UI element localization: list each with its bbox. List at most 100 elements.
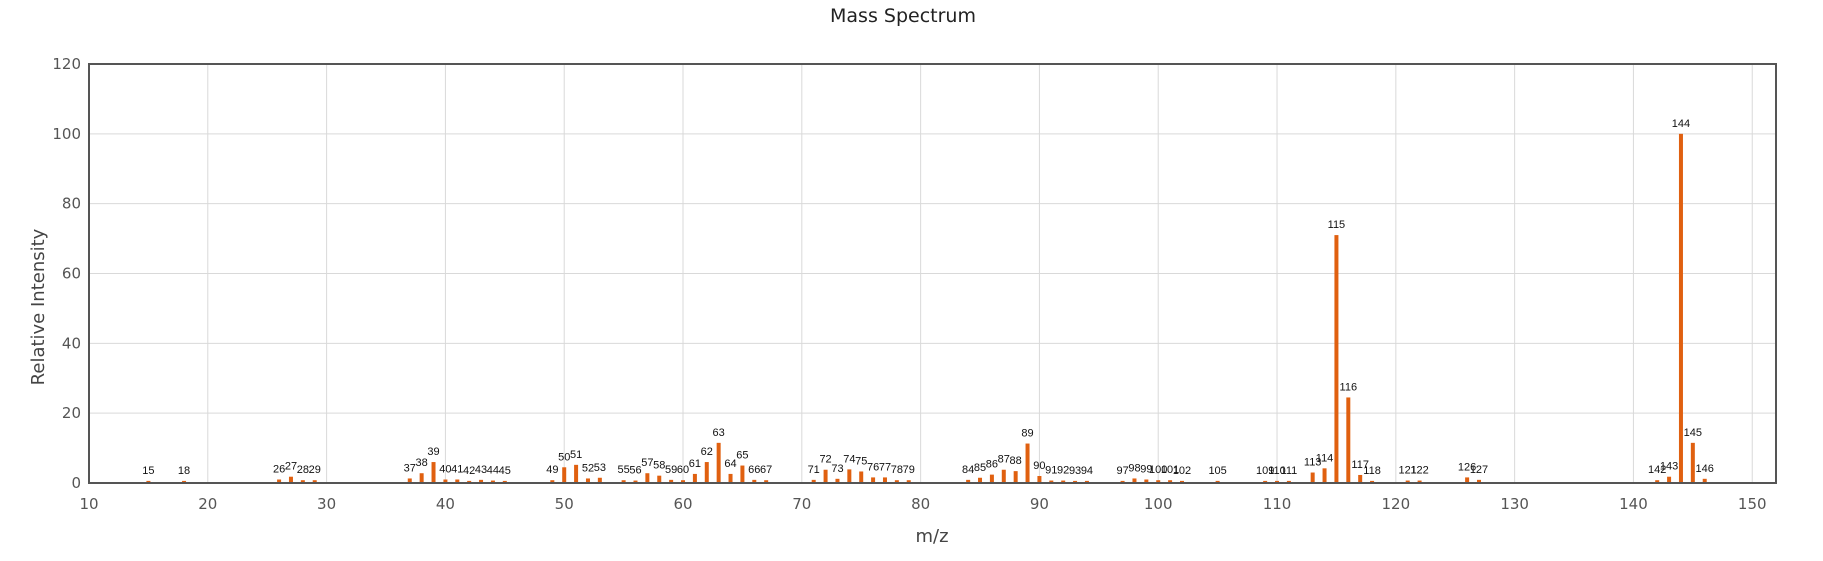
peak-label: 59: [665, 464, 677, 476]
peak-label: 100: [1149, 464, 1167, 476]
peak-label: 145: [1684, 427, 1702, 439]
peak-bar: [811, 479, 816, 483]
peak-label: 39: [427, 446, 439, 458]
peak-bar: [288, 476, 293, 483]
peak-label: 71: [808, 464, 820, 476]
peak-bar: [407, 478, 412, 483]
peak-bar: [1168, 480, 1173, 483]
peak-bar: [1678, 133, 1683, 484]
peak-label: 84: [962, 464, 974, 476]
peak-label: 49: [546, 464, 558, 476]
x-axis-label: m/z: [915, 526, 948, 547]
peak-bar: [1358, 474, 1363, 483]
x-tick-label: 110: [1263, 495, 1292, 513]
peak-bar: [467, 480, 472, 483]
peak-label: 64: [724, 458, 736, 470]
peak-bar: [455, 479, 460, 483]
peak-bar: [443, 479, 448, 483]
peak-label: 15: [142, 465, 154, 477]
peak-bar: [1334, 235, 1339, 483]
plot-frame: [88, 63, 1777, 484]
peak-bar: [1370, 480, 1375, 483]
peak-bar: [859, 471, 864, 483]
peak-label: 92: [1057, 465, 1069, 477]
peak-label: 98: [1128, 462, 1140, 474]
peak-bar: [989, 474, 994, 483]
peak-bar: [1655, 480, 1660, 483]
peak-label: 44: [487, 465, 499, 477]
peak-bar: [1084, 480, 1089, 483]
peak-label: 42: [463, 465, 475, 477]
peak-label: 91: [1045, 465, 1057, 477]
peak-label: 51: [570, 449, 582, 461]
peak-bar: [1037, 476, 1042, 483]
peak-bar: [1156, 480, 1161, 483]
peak-bar: [1405, 480, 1410, 483]
peak-label: 88: [1010, 455, 1022, 467]
peak-label: 56: [629, 465, 641, 477]
peak-label: 60: [677, 464, 689, 476]
x-tick-label: 50: [555, 495, 574, 513]
peak-label: 74: [843, 453, 855, 465]
peak-bar: [1013, 471, 1018, 483]
peak-label: 115: [1328, 219, 1346, 231]
peak-label: 146: [1696, 463, 1714, 475]
peak-bar: [1215, 480, 1220, 483]
x-tick-label: 150: [1738, 495, 1767, 513]
peak-bar: [1132, 478, 1137, 483]
peak-label: 61: [689, 458, 701, 470]
peak-label: 126: [1458, 461, 1476, 473]
peak-label: 109: [1256, 465, 1274, 477]
peak-label: 28: [297, 464, 309, 476]
peak-bar: [1476, 479, 1481, 483]
peak-bar: [419, 473, 424, 483]
peak-label: 113: [1304, 457, 1322, 469]
peak-bar: [1702, 478, 1707, 483]
peak-bar: [894, 480, 899, 483]
peak-label: 40: [439, 464, 451, 476]
peak-bar: [479, 479, 484, 483]
peak-label: 55: [617, 464, 629, 476]
y-tick-label: 40: [62, 334, 81, 352]
peak-label: 86: [986, 459, 998, 471]
y-tick-label: 100: [52, 125, 81, 143]
peak-label: 99: [1140, 464, 1152, 476]
peak-label: 116: [1340, 381, 1358, 393]
peak-label: 58: [653, 460, 665, 472]
y-tick-label: 0: [71, 474, 81, 492]
x-tick-label: 130: [1500, 495, 1529, 513]
peak-bar: [312, 480, 317, 483]
peak-bar: [1346, 397, 1351, 483]
peak-bar: [1465, 477, 1470, 483]
peak-label: 102: [1173, 465, 1191, 477]
peak-label: 90: [1033, 460, 1045, 472]
peak-bar: [835, 478, 840, 483]
peak-label: 143: [1660, 461, 1678, 473]
peak-label: 87: [998, 454, 1010, 466]
peak-bar: [1025, 443, 1030, 483]
peak-bar: [716, 442, 721, 483]
peak-label: 114: [1316, 452, 1334, 464]
peak-bar: [1144, 479, 1149, 483]
peak-bar: [978, 477, 983, 483]
x-tick-label: 10: [79, 495, 98, 513]
peak-bar: [823, 469, 828, 483]
peak-label: 122: [1410, 465, 1428, 477]
chart-title: Mass Spectrum: [830, 5, 976, 27]
peak-bar: [764, 480, 769, 483]
x-tick-label: 80: [911, 495, 930, 513]
y-tick-label: 80: [62, 195, 81, 213]
peak-label: 76: [867, 461, 879, 473]
peak-bar: [585, 478, 590, 483]
peak-bar: [1179, 480, 1184, 483]
peak-label: 52: [582, 462, 594, 474]
peak-label: 118: [1363, 465, 1381, 477]
y-axis-label: Relative Intensity: [28, 228, 49, 385]
peak-label: 41: [451, 464, 463, 476]
peak-bar: [847, 469, 852, 483]
peak-bar: [633, 480, 638, 483]
x-tick-label: 60: [673, 495, 692, 513]
peak-bar: [277, 479, 282, 483]
